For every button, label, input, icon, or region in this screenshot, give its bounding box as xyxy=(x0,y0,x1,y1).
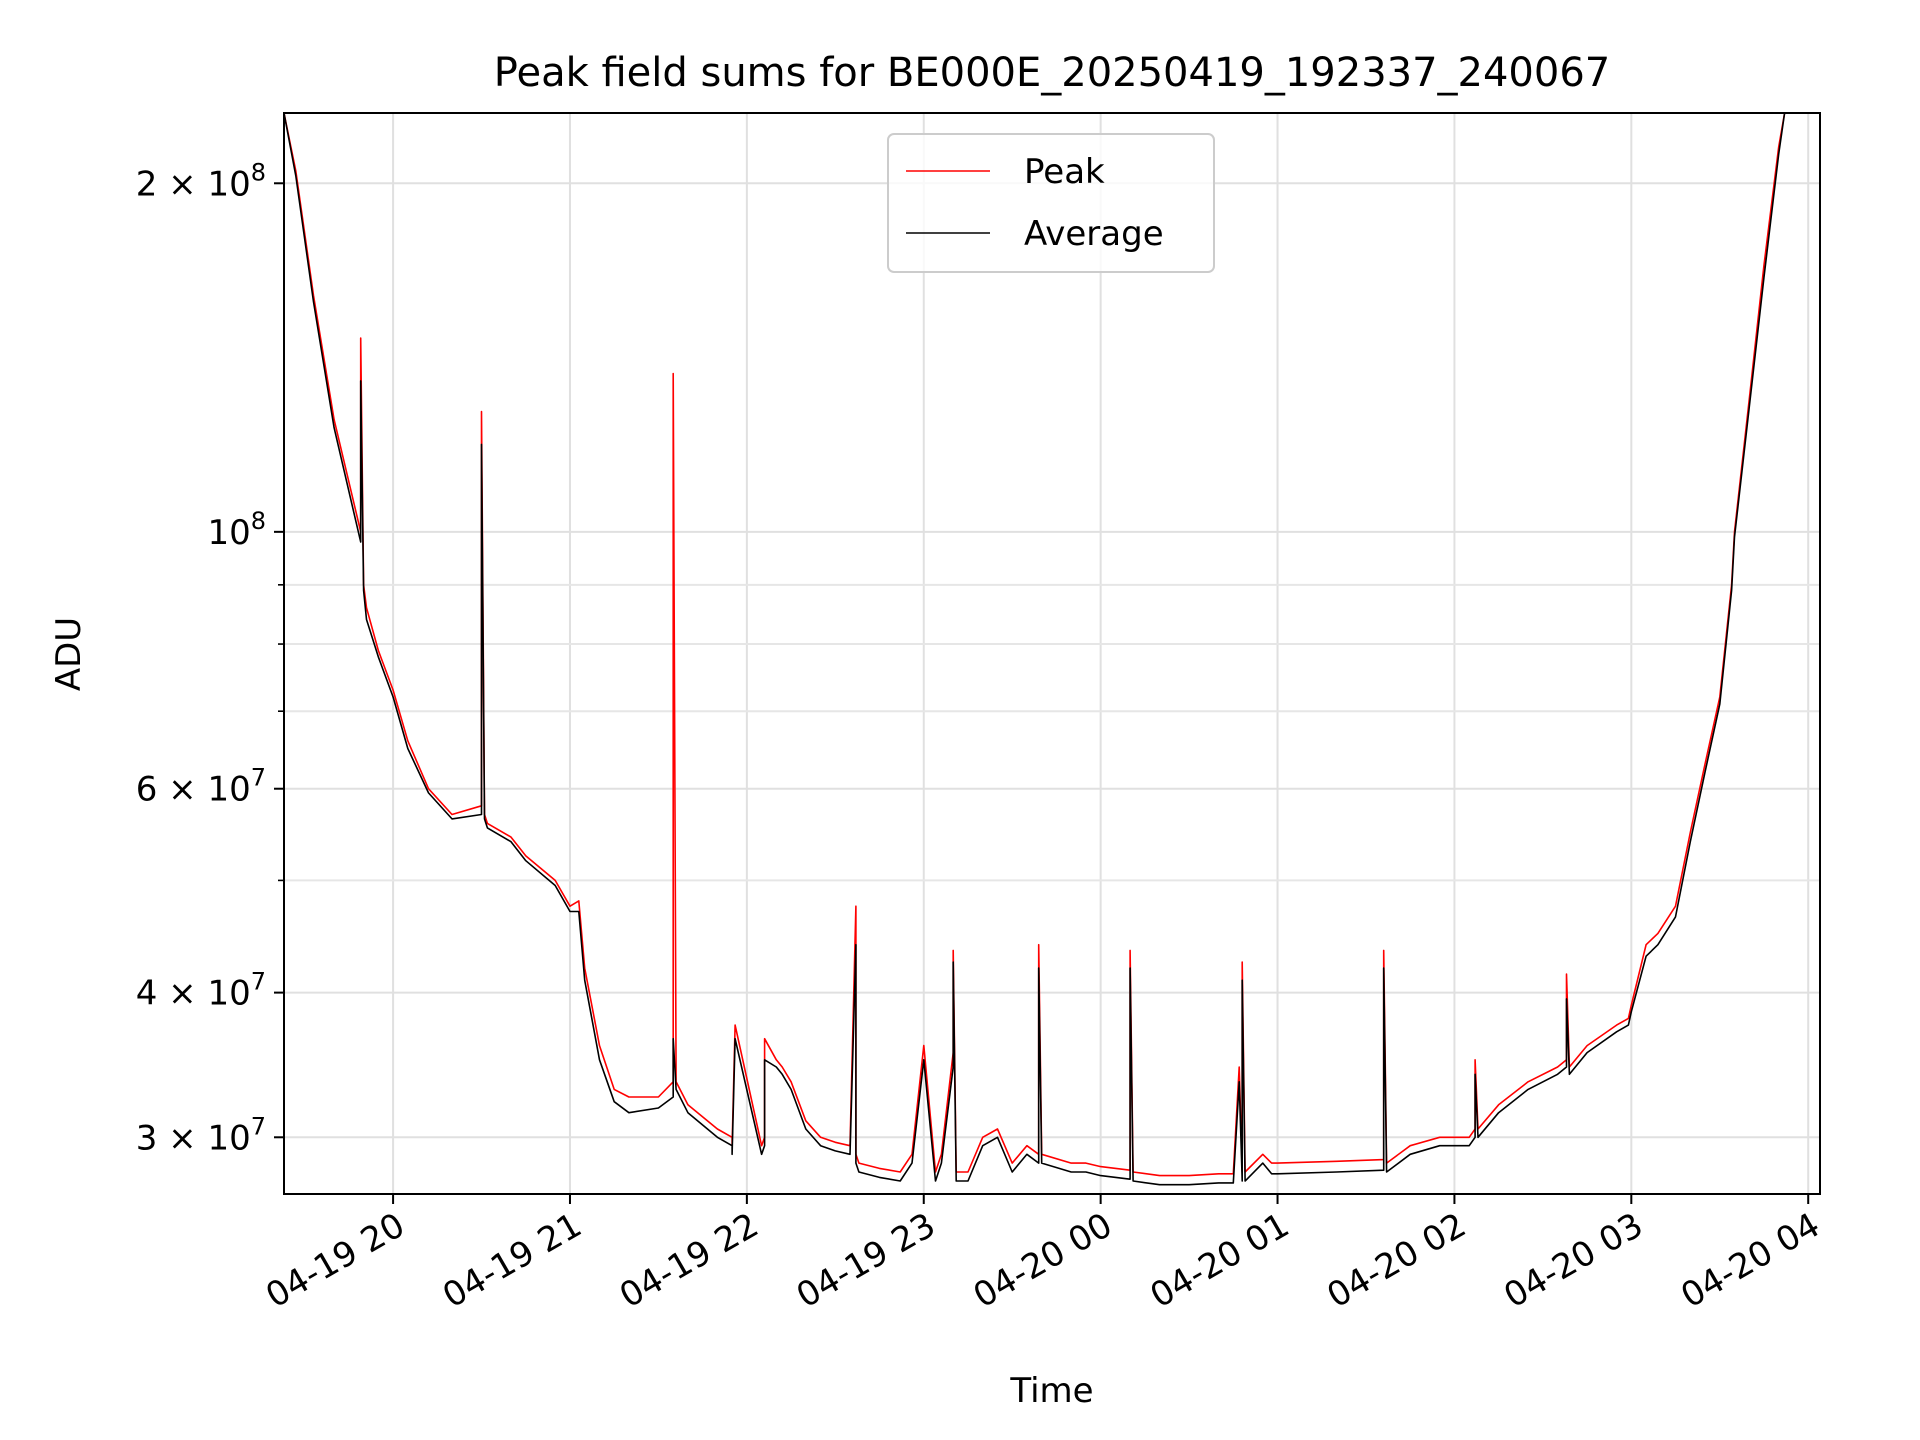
legend-average-label: Average xyxy=(1024,214,1164,254)
legend: Peak Average xyxy=(888,134,1214,272)
y-tick-label: 3 × 107 xyxy=(136,1112,266,1158)
y-tick-label: 6 × 107 xyxy=(136,764,266,810)
y-tick-label: 2 × 108 xyxy=(136,158,266,204)
chart-title: Peak field sums for BE000E_20250419_1923… xyxy=(494,50,1610,96)
legend-peak-label: Peak xyxy=(1024,152,1105,192)
x-axis-label: Time xyxy=(1009,1371,1093,1411)
y-tick-label: 4 × 107 xyxy=(136,968,266,1014)
y-axis-label: ADU xyxy=(49,617,89,691)
